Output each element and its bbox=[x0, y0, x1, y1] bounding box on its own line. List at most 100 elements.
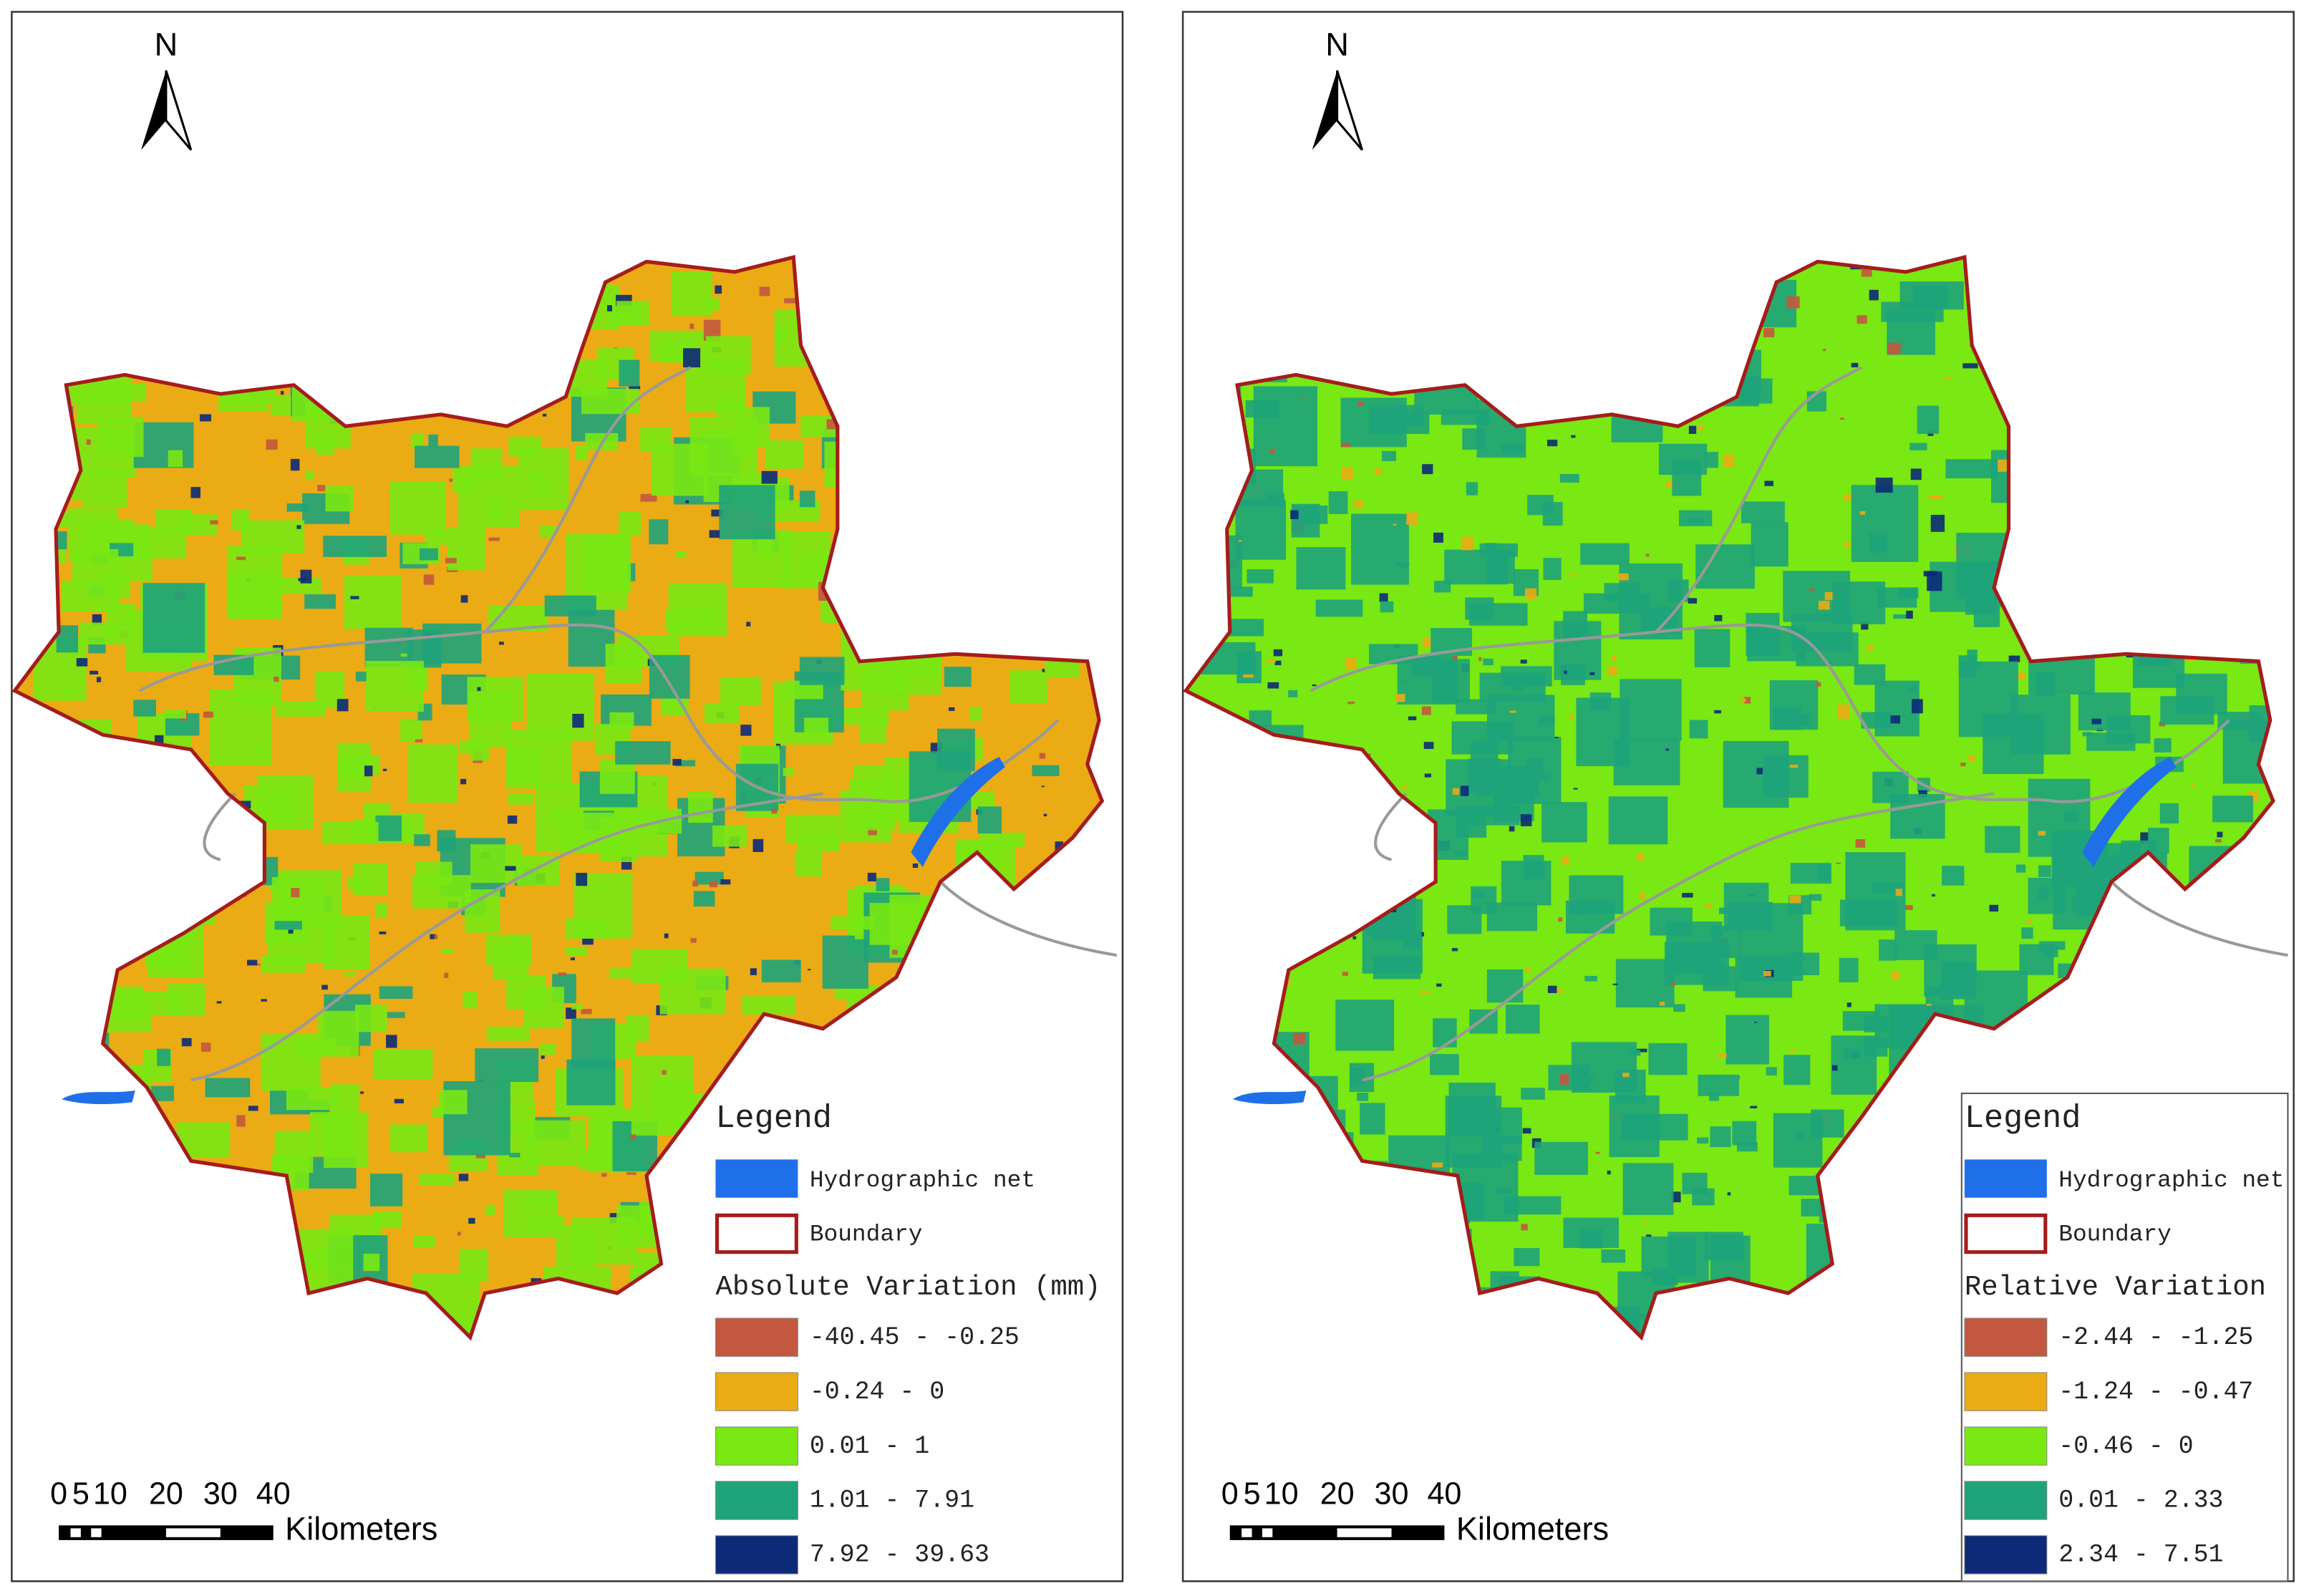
raster-patch bbox=[1521, 1088, 1545, 1100]
raster-patch bbox=[1296, 547, 1346, 590]
raster-patch bbox=[703, 319, 721, 341]
raster-patch bbox=[1408, 716, 1417, 720]
raster-patch bbox=[1836, 862, 1841, 864]
raster-patch bbox=[190, 487, 200, 498]
raster-patch bbox=[1763, 970, 1771, 977]
raster-patch bbox=[97, 417, 144, 458]
raster-patch bbox=[1872, 771, 1909, 803]
raster-patch bbox=[1725, 1015, 1769, 1065]
legend-label: Hydrographic net bbox=[2058, 1167, 2284, 1194]
raster-patch bbox=[566, 947, 588, 957]
raster-patch bbox=[1430, 1054, 1459, 1075]
legend-label: Hydrographic net bbox=[810, 1167, 1035, 1194]
raster-patch bbox=[1395, 694, 1405, 702]
raster-patch bbox=[1743, 697, 1751, 704]
raster-patch bbox=[1645, 553, 1650, 557]
raster-patch bbox=[1447, 905, 1482, 934]
raster-patch bbox=[288, 929, 294, 934]
raster-patch bbox=[785, 814, 841, 843]
raster-patch bbox=[1402, 931, 1422, 949]
raster-patch bbox=[1055, 841, 1064, 852]
raster-patch bbox=[1648, 1043, 1688, 1075]
raster-patch bbox=[774, 327, 786, 342]
raster-patch bbox=[1682, 893, 1693, 898]
raster-patch bbox=[1478, 657, 1482, 662]
raster-patch bbox=[2016, 672, 2026, 680]
raster-patch bbox=[1010, 670, 1047, 704]
raster-patch bbox=[82, 470, 127, 508]
legend-swatch bbox=[715, 1426, 798, 1466]
raster-patch bbox=[364, 627, 413, 667]
legend-swatch bbox=[1964, 1481, 2048, 1520]
raster-patch bbox=[325, 485, 354, 512]
raster-patch bbox=[1840, 417, 1844, 420]
raster-patch bbox=[331, 1084, 359, 1116]
raster-patch bbox=[413, 1235, 435, 1248]
river bbox=[1655, 366, 1863, 634]
raster-patch bbox=[834, 986, 861, 1000]
raster-patch bbox=[1345, 657, 1357, 669]
raster-patch bbox=[685, 500, 689, 503]
raster-patch bbox=[1342, 972, 1348, 976]
raster-patch bbox=[241, 520, 305, 553]
raster-patch bbox=[572, 713, 584, 728]
raster-patch bbox=[1739, 698, 1746, 702]
raster-patch bbox=[1583, 593, 1650, 614]
raster-patch bbox=[1719, 907, 1736, 914]
raster-patch bbox=[536, 478, 551, 495]
raster-patch bbox=[1505, 1005, 1540, 1034]
raster-patch bbox=[1694, 629, 1731, 667]
raster-patch bbox=[281, 391, 284, 395]
raster-patch bbox=[629, 385, 641, 390]
raster-patch bbox=[1620, 679, 1682, 741]
raster-patch bbox=[488, 537, 500, 541]
raster-patch bbox=[1247, 569, 1274, 584]
river bbox=[483, 366, 692, 634]
raster-patch bbox=[799, 490, 815, 508]
raster-patch bbox=[1471, 891, 1486, 898]
raster-patch bbox=[2038, 865, 2051, 877]
raster-patch bbox=[1859, 511, 1866, 515]
raster-patch bbox=[2038, 831, 2046, 836]
raster-patch bbox=[1235, 500, 1287, 560]
raster-patch bbox=[337, 699, 349, 712]
raster-patch bbox=[1452, 655, 1458, 659]
scale-label: 0 bbox=[50, 1477, 67, 1512]
raster-patch bbox=[1253, 386, 1318, 467]
raster-patch bbox=[750, 968, 757, 975]
raster-patch bbox=[1732, 1121, 1757, 1146]
raster-patch bbox=[1861, 712, 1891, 729]
raster-patch bbox=[1893, 614, 1907, 619]
north-arrow bbox=[1336, 70, 1363, 151]
raster-patch bbox=[375, 902, 387, 918]
scale-unit: Kilometers bbox=[1456, 1511, 1609, 1547]
raster-patch bbox=[286, 503, 308, 512]
raster-patch bbox=[379, 986, 413, 999]
raster-patch bbox=[1335, 1000, 1395, 1051]
raster-patch bbox=[868, 827, 877, 836]
raster-patch bbox=[1584, 975, 1597, 982]
raster-patch bbox=[912, 863, 919, 869]
raster-patch bbox=[271, 876, 324, 922]
raster-patch bbox=[689, 324, 694, 329]
raster-patch bbox=[1671, 1191, 1681, 1203]
raster-patch bbox=[969, 706, 982, 721]
raster-patch bbox=[1422, 638, 1431, 648]
raster-patch bbox=[486, 934, 532, 966]
raster-patch bbox=[1714, 710, 1721, 714]
raster-patch bbox=[1393, 523, 1397, 526]
raster-patch bbox=[1913, 285, 1948, 307]
raster-patch bbox=[1422, 464, 1433, 475]
raster-patch bbox=[1818, 601, 1830, 610]
raster-patch bbox=[486, 1026, 530, 1041]
raster-patch bbox=[1857, 315, 1867, 324]
raster-patch bbox=[1509, 826, 1515, 832]
raster-patch bbox=[1315, 599, 1363, 617]
raster-patch bbox=[133, 700, 156, 717]
raster-patch bbox=[1569, 574, 1575, 576]
raster-patch bbox=[155, 735, 164, 745]
raster-patch bbox=[1607, 666, 1617, 676]
raster-patch bbox=[470, 844, 522, 883]
